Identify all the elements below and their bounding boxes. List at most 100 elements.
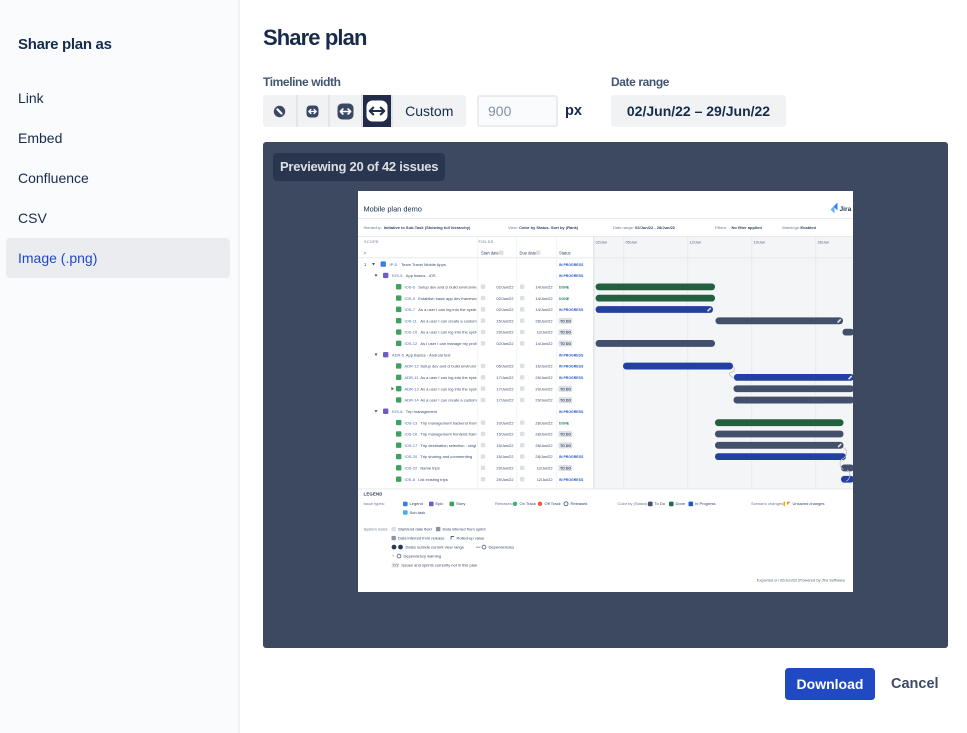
svg-text:No filter applied: No filter applied (732, 225, 763, 230)
svg-text:02/Jun/22: 02/Jun/22 (496, 284, 513, 289)
svg-text:Color by Status. Sort by (Rank: Color by Status. Sort by (Rank) (519, 225, 579, 230)
svg-text:Issue types:: Issue types: (364, 501, 385, 506)
svg-text:28/Jun/22: 28/Jun/22 (535, 454, 552, 459)
svg-text:Establish basic app dev framew: Establish basic app dev framework (418, 296, 480, 301)
svg-text:02/Jun/22 - 28/Jun/22: 02/Jun/22 - 28/Jun/22 (635, 225, 676, 230)
svg-text:29/Jun/22: 29/Jun/22 (496, 330, 513, 335)
svg-text:As a user I can log into the s: As a user I can log into the system vi (420, 375, 485, 380)
svg-text:IN PROGRESS: IN PROGRESS (559, 263, 584, 267)
svg-text:IOS-10: IOS-10 (405, 330, 418, 335)
svg-text:IN PROGRESS: IN PROGRESS (559, 410, 584, 414)
svg-text:Scenario changes:: Scenario changes: (751, 501, 784, 506)
svg-text:17/Jun/22: 17/Jun/22 (496, 398, 513, 403)
svg-text:As I user I can manage my prof: As I user I can manage my profile (420, 341, 480, 346)
svg-text:IN PROGRESS: IN PROGRESS (559, 274, 584, 278)
svg-text:Trip management: Trip management (406, 409, 438, 414)
svg-text:28/Jun/22: 28/Jun/22 (535, 432, 552, 437)
svg-text:Issues and sprints currently n: Issues and sprints currently not in this… (402, 563, 478, 568)
svg-text:05/Jun: 05/Jun (626, 240, 638, 245)
svg-text:02/Jun/22: 02/Jun/22 (496, 341, 513, 346)
svg-text:Sub-task: Sub-task (410, 510, 426, 515)
svg-text:Filters:: Filters: (715, 225, 727, 230)
svg-text:IOS-8: IOS-8 (392, 409, 403, 414)
svg-text:Dependencies: Dependencies (489, 545, 515, 550)
svg-text:Enabled: Enabled (800, 225, 816, 230)
svg-text:29/Jun/22: 29/Jun/22 (496, 466, 513, 471)
svg-text:ADR-14: ADR-14 (405, 398, 420, 403)
svg-text:Dependency warning: Dependency warning (404, 554, 442, 559)
svg-text:29/Jun/22: 29/Jun/22 (535, 375, 552, 380)
svg-text:IOS-5: IOS-5 (392, 273, 403, 278)
svg-text:Start date: Start date (481, 251, 499, 256)
svg-text:ADR-13: ADR-13 (405, 386, 420, 391)
svg-text:Setup dev and ci build environ: Setup dev and ci build environment (420, 364, 483, 369)
svg-text:ADR-5: ADR-5 (392, 352, 405, 357)
svg-text:DONE: DONE (559, 421, 570, 425)
svg-text:List existing trips: List existing trips (418, 477, 448, 482)
svg-text:Team Travel Mobile Apps: Team Travel Mobile Apps (401, 262, 446, 267)
svg-text:Initiative to Sub-Task (Showin: Initiative to Sub-Task (Showing full hie… (384, 225, 471, 230)
svg-text:IOS-8: IOS-8 (405, 477, 416, 482)
svg-text:Trip destination selection - s: Trip destination selection - single des (420, 443, 486, 448)
svg-text:DONE: DONE (559, 285, 570, 289)
svg-text:15/Jun/22: 15/Jun/22 (496, 454, 513, 459)
svg-text:Unsaved changes: Unsaved changes (793, 501, 825, 506)
svg-text:Trip management backend framew: Trip management backend framework (420, 420, 487, 425)
svg-text:XYZ: XYZ (393, 564, 399, 568)
svg-text:Legend: Legend (410, 501, 423, 506)
svg-text:In Progress: In Progress (695, 501, 715, 506)
svg-text:As a user I can log into the s: As a user I can log into the system via (418, 307, 486, 312)
svg-text:14/Jun/22: 14/Jun/22 (535, 307, 552, 312)
svg-text:Releases:: Releases: (495, 501, 513, 506)
svg-text:IN PROGRESS: IN PROGRESS (559, 376, 584, 380)
svg-text:Mobile plan demo: Mobile plan demo (364, 205, 422, 214)
svg-text:29/Jun/22: 29/Jun/22 (535, 386, 552, 391)
svg-text:Done: Done (676, 501, 686, 506)
svg-text:TO DO: TO DO (560, 433, 571, 437)
svg-text:ADR-12: ADR-12 (405, 364, 420, 369)
svg-text:Off Track: Off Track (545, 501, 561, 506)
svg-text:Color by (Status):: Color by (Status): (618, 501, 649, 506)
svg-text:12/Jul/22: 12/Jul/22 (537, 477, 553, 482)
svg-text:To Do: To Do (655, 501, 666, 506)
svg-text:Date range:: Date range: (613, 225, 634, 230)
svg-text:14/Jun/22: 14/Jun/22 (535, 341, 552, 346)
svg-text:Epic: Epic (436, 501, 444, 506)
svg-text:IN PROGRESS: IN PROGRESS (559, 308, 584, 312)
svg-text:#: # (364, 251, 367, 256)
svg-text:As a user I can create a custo: As a user I can create a custom user a (420, 318, 489, 323)
svg-text:Exported on 02/Jun/22 |Powere: Exported on 02/Jun/22 |Powered by Jira S… (757, 578, 846, 583)
svg-text:Due date: Due date (520, 251, 537, 256)
svg-text:App Basics - Android test: App Basics - Android test (406, 352, 452, 357)
svg-text:Data inferred from sprint: Data inferred from sprint (443, 527, 487, 532)
svg-text:15/Jun/22: 15/Jun/22 (496, 443, 513, 448)
svg-text:Dates outside current view ran: Dates outside current view range (406, 545, 465, 550)
svg-text:ADR-11: ADR-11 (405, 375, 420, 380)
svg-text:Setup dev and ci build environ: Setup dev and ci build environment (418, 284, 481, 289)
svg-text:02/Jun: 02/Jun (596, 240, 608, 245)
svg-text:TO DO: TO DO (560, 387, 571, 391)
svg-text:17/Jun/22: 17/Jun/22 (496, 386, 513, 391)
svg-text:Hierarchy:: Hierarchy: (364, 225, 382, 230)
svg-text:02/Jun/22: 02/Jun/22 (496, 307, 513, 312)
svg-text:IOS-9: IOS-9 (405, 296, 416, 301)
svg-text:05/Jun/22: 05/Jun/22 (496, 364, 513, 369)
svg-text:IN PROGRESS: IN PROGRESS (559, 353, 584, 357)
svg-text:IOS-22: IOS-22 (405, 466, 418, 471)
svg-text:IOS-11: IOS-11 (405, 318, 418, 323)
svg-text:IOS-6: IOS-6 (405, 284, 416, 289)
svg-text:IOS-20: IOS-20 (405, 454, 418, 459)
svg-text:14/Jun/22: 14/Jun/22 (535, 284, 552, 289)
svg-text:IN PROGRESS: IN PROGRESS (559, 365, 584, 369)
svg-text:29/Jun/22: 29/Jun/22 (496, 477, 513, 482)
svg-text:Released: Released (571, 501, 588, 506)
svg-text:IP-5: IP-5 (390, 262, 398, 267)
svg-text:29/Jun/22: 29/Jun/22 (535, 398, 552, 403)
svg-text:TO DO: TO DO (560, 399, 571, 403)
svg-text:14/Jun/22: 14/Jun/22 (535, 296, 552, 301)
svg-text:As a user I can create a custo: As a user I can create a custom user (420, 398, 486, 403)
svg-text:IOS-7: IOS-7 (405, 307, 416, 312)
svg-text:DONE: DONE (559, 297, 570, 301)
svg-text:Jira: Jira (840, 206, 852, 213)
svg-text:IOS-12: IOS-12 (405, 341, 418, 346)
